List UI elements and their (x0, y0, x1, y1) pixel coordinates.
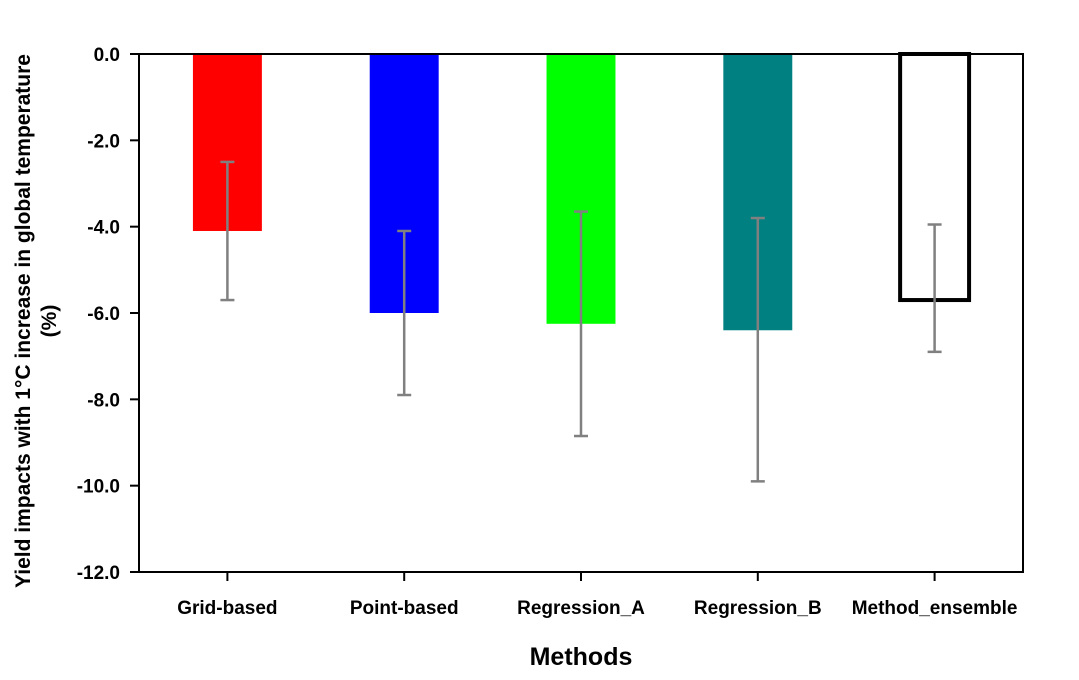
error-bars-layer (220, 160, 942, 483)
y-axis-title: Yield impacts with 1°C increase in globa… (12, 54, 35, 588)
y-tick-label: -12.0 (77, 563, 120, 584)
y-tick-label: -2.0 (87, 131, 120, 152)
y-axis: 0.0 -2.0 -4.0 -6.0 -8.0 -10.0 -12.0 (77, 45, 139, 584)
y-tick-label: 0.0 (94, 45, 120, 66)
y-tick-label: -6.0 (87, 304, 120, 325)
y-tick-label: -4.0 (87, 218, 120, 239)
x-tick-label: Point-based (350, 598, 459, 619)
x-axis-title: Methods (530, 643, 633, 671)
y-tick-label: -10.0 (77, 477, 120, 498)
x-tick-label: Grid-based (177, 598, 277, 619)
x-tick-label: Regression_B (694, 598, 822, 619)
x-axis: Grid-based Point-based Regression_A Regress… (177, 572, 1017, 619)
x-tick-label: Method_ensemble (852, 598, 1018, 619)
x-tick-label: Regression_A (517, 598, 645, 619)
y-axis-unit: (%) (38, 305, 61, 338)
y-tick-label: -8.0 (87, 390, 120, 411)
